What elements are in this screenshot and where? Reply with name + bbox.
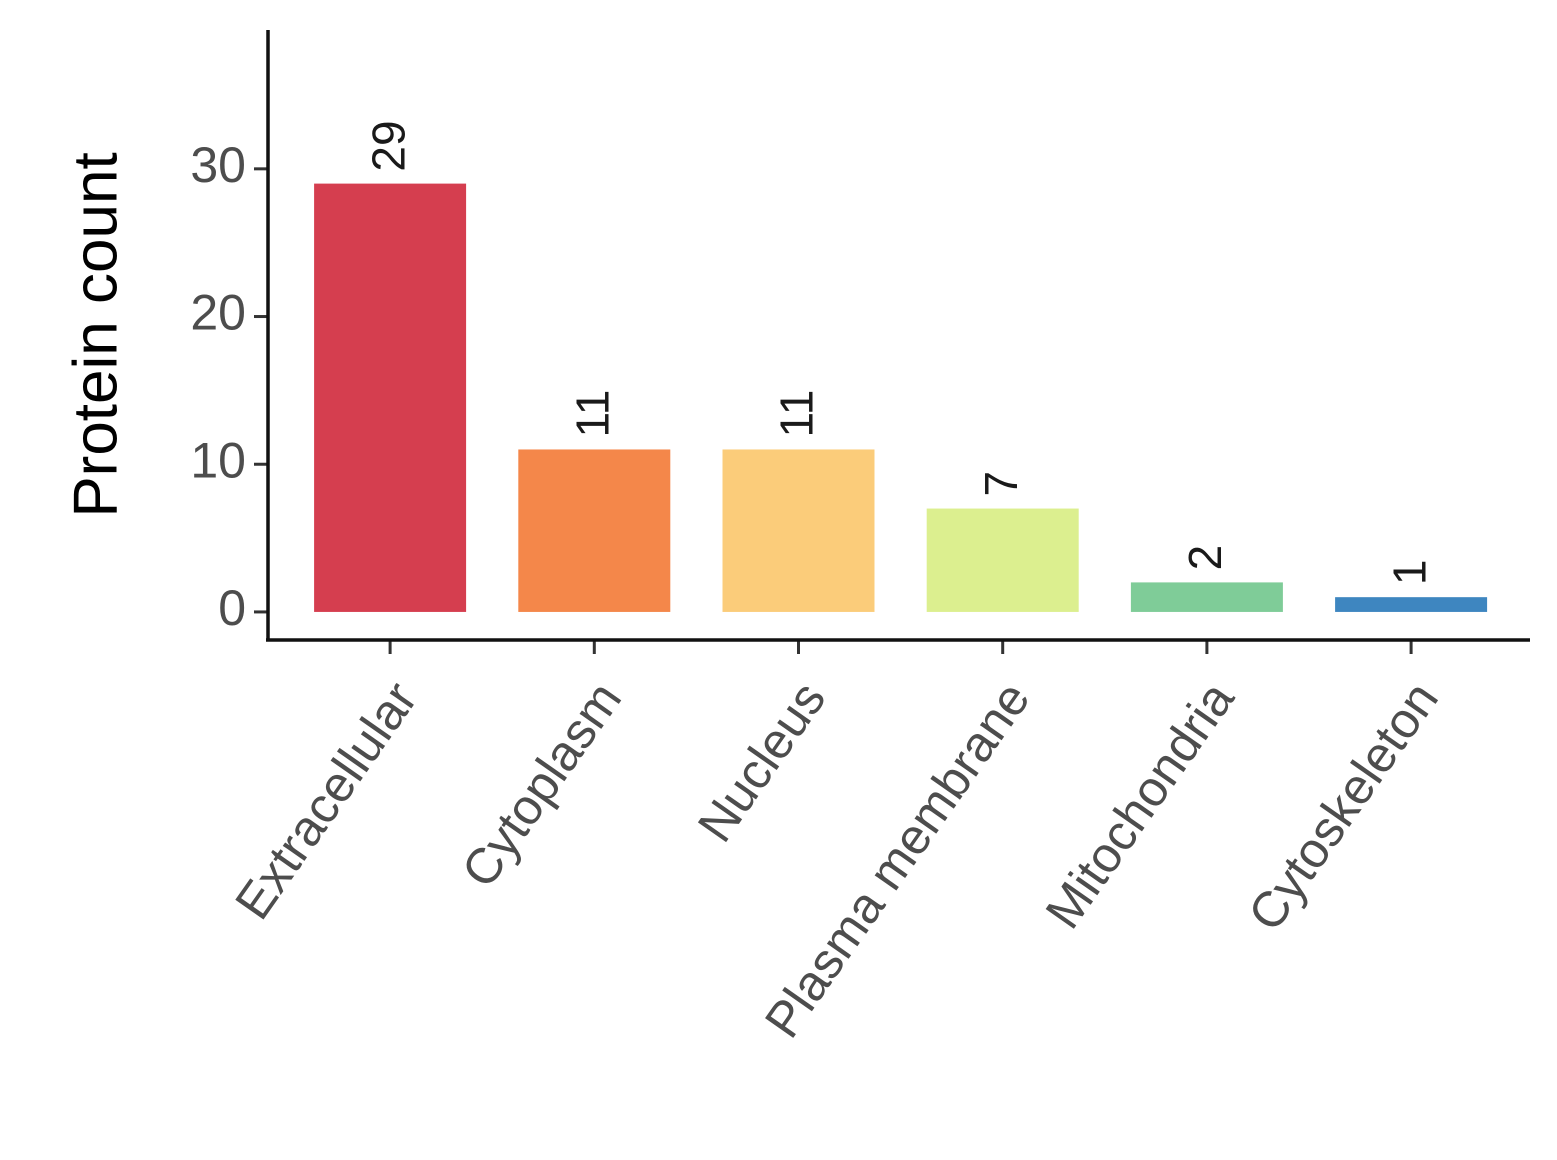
y-tick-label: 0 — [218, 580, 246, 636]
x-tick-label: Nucleus — [687, 672, 836, 852]
bar — [1335, 597, 1488, 612]
y-tick-label: 20 — [190, 285, 246, 341]
x-tick-label: Mitochondria — [1035, 672, 1245, 939]
y-axis-title: Protein count — [61, 152, 130, 517]
value-label: 1 — [1383, 560, 1435, 586]
y-tick-label: 10 — [190, 432, 246, 488]
bar — [722, 449, 875, 612]
bar — [926, 508, 1079, 612]
x-tick-label: Extracellular — [224, 672, 428, 929]
value-label: 11 — [771, 390, 823, 438]
y-tick-label: 30 — [190, 137, 246, 193]
x-tick-label: Cytoplasm — [451, 672, 632, 898]
value-label: 29 — [362, 120, 414, 171]
bar — [518, 449, 671, 612]
bar — [314, 183, 467, 612]
value-label: 2 — [1179, 545, 1231, 571]
bar — [1130, 582, 1283, 612]
value-label: 11 — [566, 390, 618, 438]
value-label: 7 — [975, 471, 1027, 497]
x-tick-label: Cytoskeleton — [1237, 672, 1449, 941]
